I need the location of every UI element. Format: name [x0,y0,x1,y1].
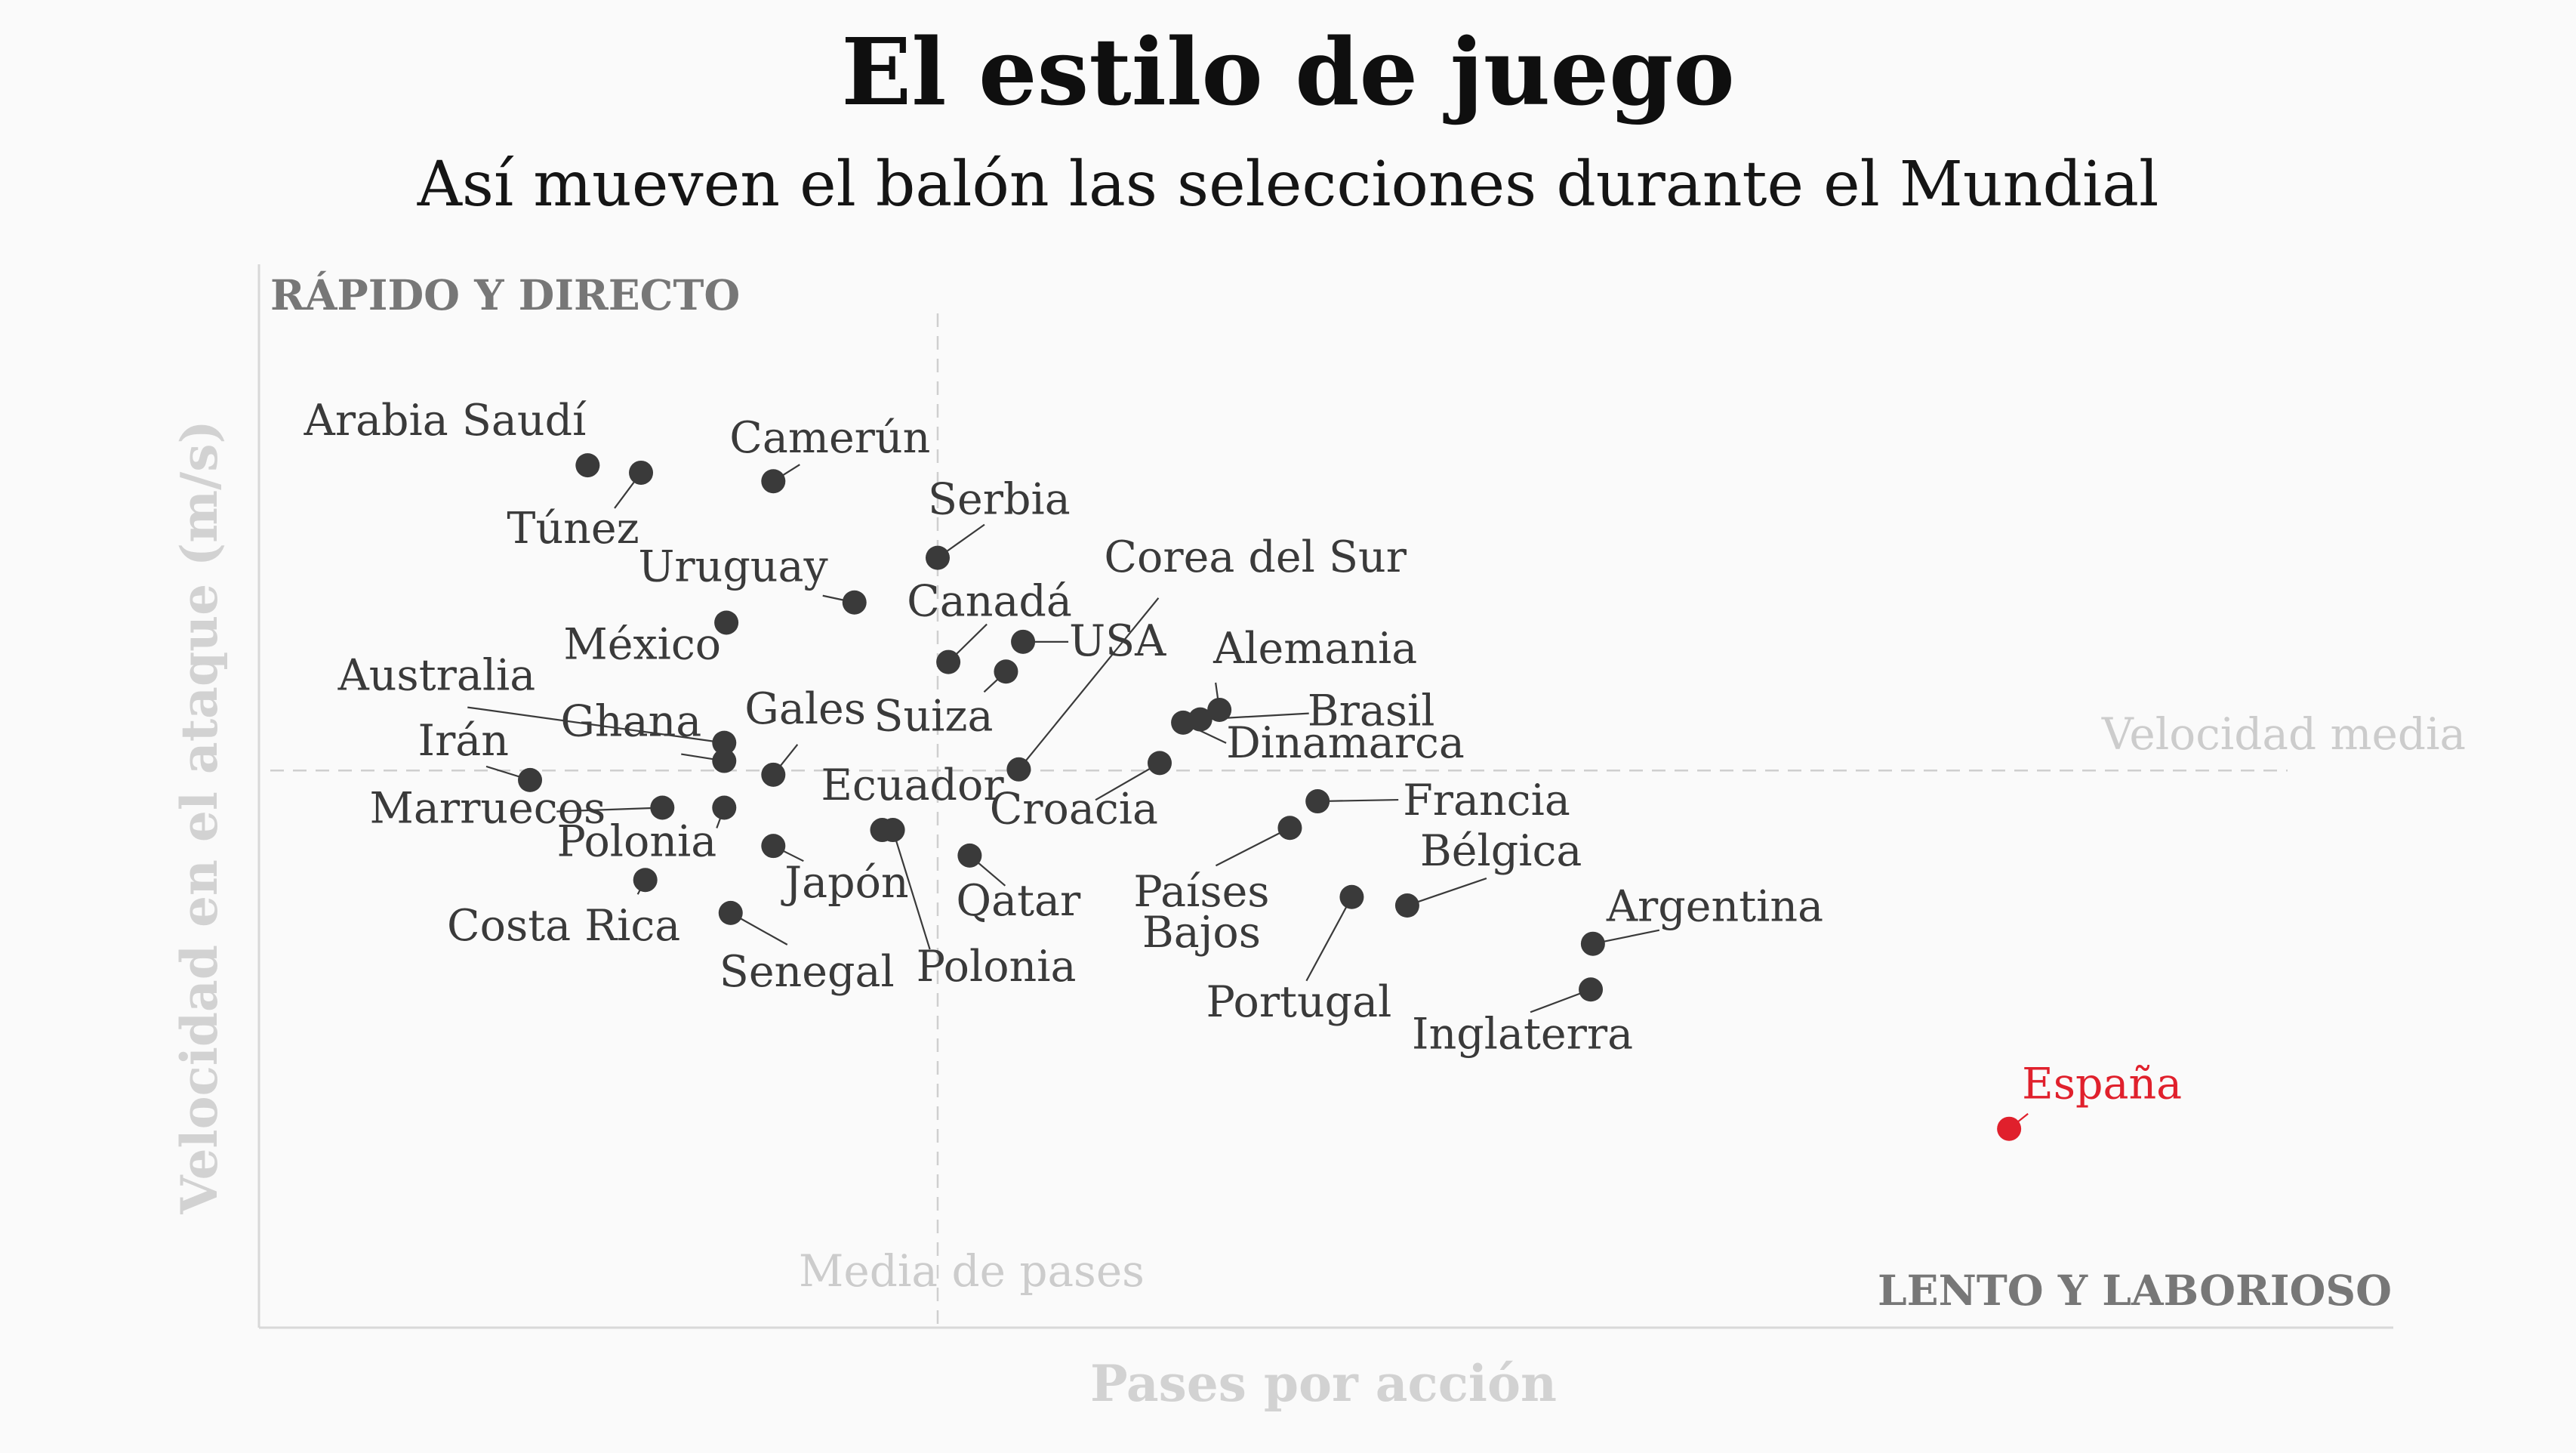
data-label-camerun: Camerún [729,413,930,463]
leader-line-croacia [1095,762,1160,801]
data-point-gales [761,762,786,787]
data-point-usa [1011,629,1036,654]
y-axis-title: Velocidad en el ataque (m/s) [170,420,229,1214]
data-label-canada: Canadá [907,577,1072,627]
data-points [518,453,2022,1141]
data-point-camerun [761,469,786,494]
chart-title: El estilo de juego [841,17,1735,126]
data-point-portugal [1339,884,1364,909]
data-label-arabia-saudi: Arabia Saudí [304,396,587,446]
data-label-croacia: Croacia [990,784,1158,834]
data-label-iran: Irán [418,716,509,766]
mean-passes-label: Media de pases [799,1245,1145,1297]
data-label-dinamarca: Dinamarca [1226,718,1465,768]
leader-line-portugal [1305,896,1353,982]
leader-line-paises-bajos [1215,827,1290,867]
data-label-mexico: México [563,619,721,669]
leader-line-marruecos [556,807,663,813]
data-point-suiza [994,659,1018,684]
data-label-ghana: Ghana [560,697,701,747]
data-label-brasil: Brasil [1308,686,1435,736]
data-point-francia [1305,789,1330,814]
data-label-paises-bajos: Países Bajos [1133,867,1269,958]
data-point-paises-bajos [1277,816,1302,841]
data-label-costa-rica: Costa Rica [447,901,680,951]
data-label-uruguay: Uruguay [638,542,828,592]
data-point-costa-rica [633,868,658,893]
data-point-belgica [1394,893,1419,918]
data-label-senegal: Senegal [719,947,895,997]
data-label-australia: Australia [337,651,536,701]
chart-subtitle: Así mueven el balón las selecciones dura… [417,149,2159,221]
data-point-serbia [925,545,950,570]
leader-line-corea-del-sur [1018,597,1160,770]
data-label-belgica: Bélgica [1420,826,1582,876]
data-label-francia: Francia [1403,776,1570,825]
data-point-iran [518,767,543,792]
mean-speed-label: Velocidad media [2101,708,2466,760]
data-label-polonia: Polonia [556,816,716,866]
data-point-argentina [1580,931,1605,956]
data-point-corea-del-sur [1006,757,1031,782]
data-label-espana: España [2022,1060,2182,1109]
data-point-dinamarca [1171,710,1196,735]
leader-line-australia [467,706,725,744]
data-labels: Arabia Saudí Túnez Camerún Serbia Uruguay Méx… [304,396,2183,1109]
data-point-mexico [714,610,739,635]
data-point-canada [936,649,961,674]
data-label-polonia: Polonia [917,942,1077,992]
leader-line-belgica [1407,877,1487,907]
leader-line-polonia [892,829,931,950]
data-point-tunez [629,460,654,485]
data-point-arabia-saudi [575,453,600,478]
leader-line-francia [1317,798,1399,803]
data-point-ghana [712,748,737,773]
data-label-argentina: Argentina [1606,882,1823,932]
data-label-alemania: Alemania [1213,624,1417,674]
data-point-alemania [1207,697,1232,722]
data-label-marruecos: Marruecos [370,783,606,833]
data-label-portugal: Portugal [1206,977,1391,1027]
data-point-espana [1997,1116,2022,1141]
data-point-qatar [957,843,982,868]
data-label-ecuador: Ecuador [821,760,1004,810]
data-point-australia [712,730,737,755]
data-label-usa: USA [1069,616,1166,666]
data-label-suiza: Suiza [874,691,993,741]
data-point-polonia [880,818,905,843]
data-point-japon [761,834,786,859]
data-label-serbia: Serbia [928,475,1071,525]
corner-label-slow-laborious: LENTO Y LABORIOSO [1878,1266,2392,1315]
data-label-corea-del-sur: Corea del Sur [1104,532,1407,582]
data-point-inglaterra [1579,977,1604,1002]
corner-label-fast-direct: RÁPIDO Y DIRECTO [270,270,740,319]
data-point-senegal [718,900,743,925]
data-label-japon: Japón [781,858,908,908]
data-point-uruguay [842,590,867,615]
data-point-polonia [712,795,737,820]
x-axis-title: Pases por acción [1090,1354,1557,1413]
data-point-marruecos [650,795,675,820]
data-label-tunez: Túnez [507,504,639,554]
data-label-gales: Gales [744,684,866,734]
data-label-inglaterra: Inglaterra [1412,1009,1633,1059]
data-label-qatar: Qatar [956,876,1081,926]
data-point-croacia [1147,751,1172,776]
